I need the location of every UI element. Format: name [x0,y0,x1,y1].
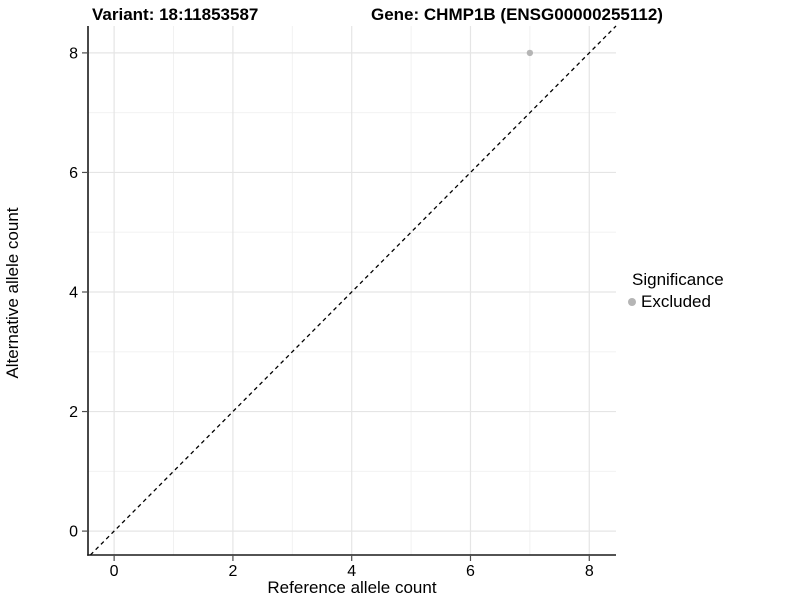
svg-text:2: 2 [69,404,78,421]
svg-text:0: 0 [69,524,78,541]
gene-title: Gene: CHMP1B (ENSG00000255112) [371,5,663,24]
svg-text:6: 6 [466,563,475,580]
legend-item-excluded: Excluded [628,292,724,312]
y-axis-label: Alternative allele count [3,207,22,379]
svg-text:4: 4 [69,284,78,301]
svg-text:8: 8 [585,563,594,580]
svg-text:4: 4 [347,563,356,580]
svg-text:0: 0 [110,563,119,580]
variant-title: Variant: 18:11853587 [92,5,259,24]
svg-text:6: 6 [69,165,78,182]
legend-point-icon [628,298,636,306]
legend-item-label: Excluded [641,292,711,311]
legend: Significance Excluded [628,270,724,312]
svg-text:8: 8 [69,45,78,62]
x-axis-label: Reference allele count [267,578,437,597]
legend-title: Significance [632,270,724,289]
svg-text:2: 2 [228,563,237,580]
